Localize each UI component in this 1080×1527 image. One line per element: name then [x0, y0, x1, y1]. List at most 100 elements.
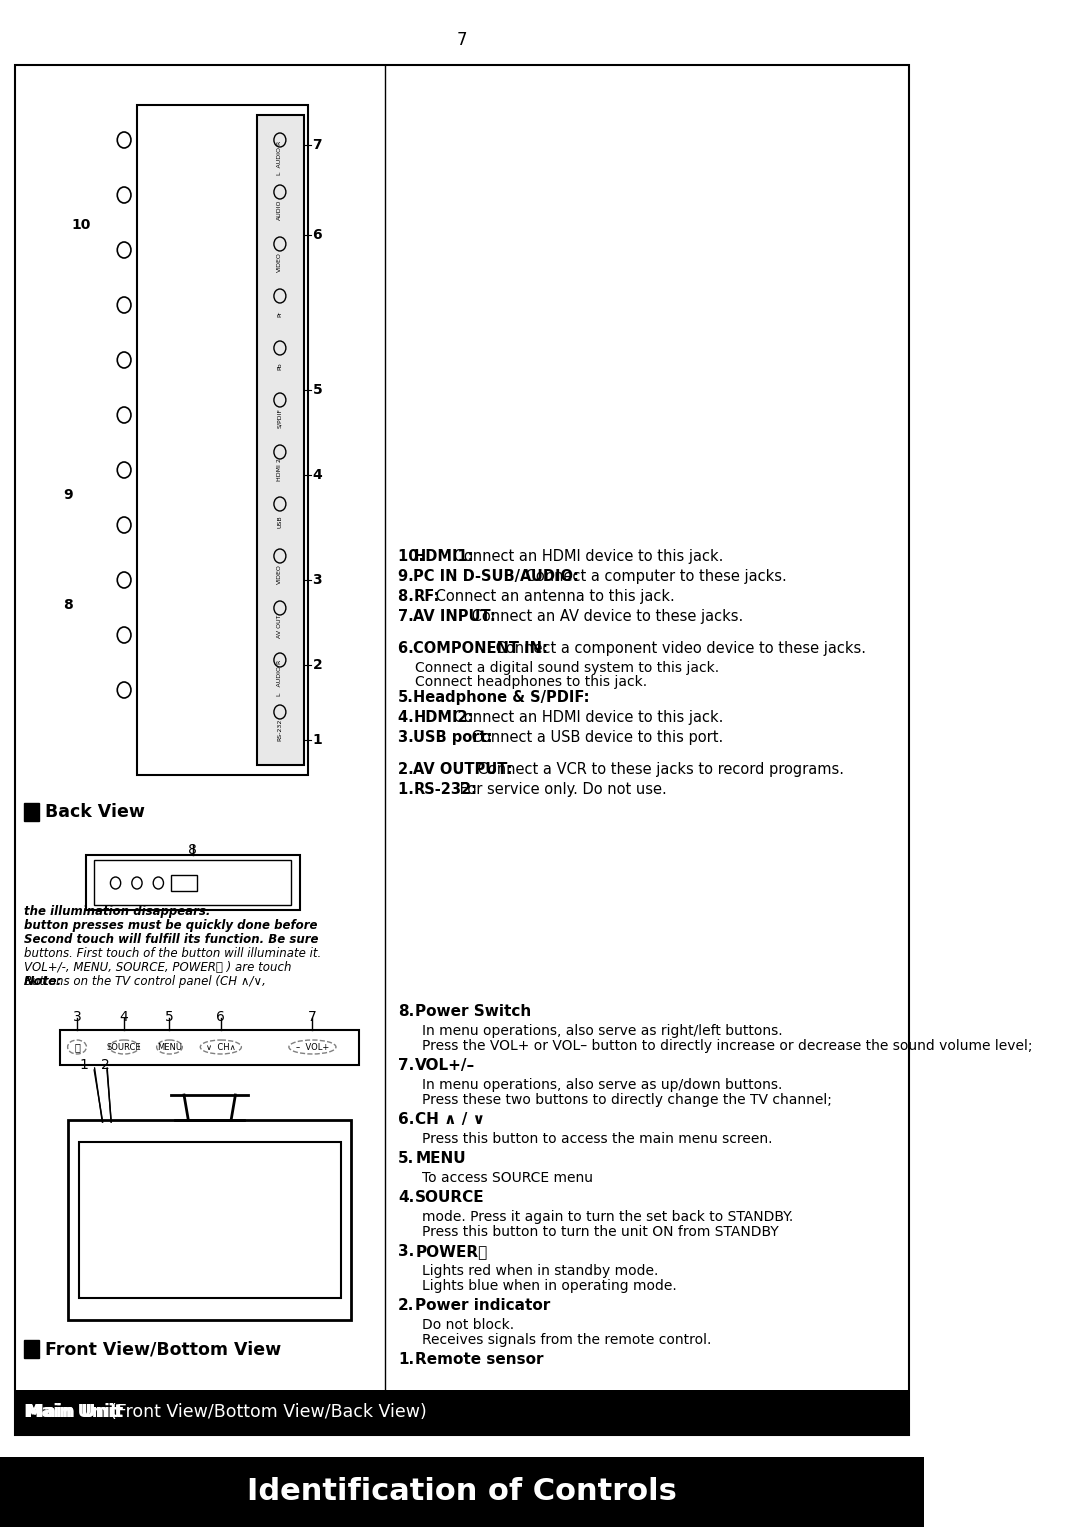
- FancyBboxPatch shape: [59, 1031, 360, 1064]
- Text: 4: 4: [312, 467, 322, 483]
- Text: 1.: 1.: [399, 782, 419, 797]
- FancyBboxPatch shape: [137, 105, 308, 776]
- Text: Press these two buttons to directly change the TV channel;: Press these two buttons to directly chan…: [422, 1093, 832, 1107]
- Text: Press this button to access the main menu screen.: Press this button to access the main men…: [422, 1132, 772, 1145]
- Text: 10: 10: [71, 218, 91, 232]
- Text: 2.: 2.: [399, 1298, 415, 1313]
- Text: buttons. First touch of the button will illuminate it.: buttons. First touch of the button will …: [24, 947, 321, 960]
- Text: 3.: 3.: [399, 1245, 415, 1258]
- Text: 4: 4: [120, 1009, 129, 1025]
- Text: VIDEO: VIDEO: [278, 563, 282, 583]
- Text: Lights blue when in operating mode.: Lights blue when in operating mode.: [422, 1280, 677, 1293]
- Text: Lights red when in standby mode.: Lights red when in standby mode.: [422, 1264, 659, 1278]
- Text: 5.: 5.: [399, 690, 414, 705]
- Text: button presses must be quickly done before: button presses must be quickly done befo…: [24, 919, 318, 931]
- Text: 4.: 4.: [399, 1190, 415, 1205]
- Text: VOL+/-, MENU, SOURCE, POWER⏻ ) are touch: VOL+/-, MENU, SOURCE, POWER⏻ ) are touch: [24, 960, 292, 974]
- Text: POWER⏻: POWER⏻: [415, 1245, 487, 1258]
- Text: RS-232:: RS-232:: [414, 782, 477, 797]
- FancyBboxPatch shape: [68, 1119, 351, 1319]
- Text: Receives signals from the remote control.: Receives signals from the remote control…: [422, 1333, 712, 1347]
- Text: 7: 7: [312, 137, 322, 153]
- Text: 2: 2: [312, 658, 322, 672]
- Text: PC IN D-SUB/AUDIO:: PC IN D-SUB/AUDIO:: [414, 570, 579, 583]
- Text: AUDIO: AUDIO: [278, 200, 282, 220]
- Text: 8.: 8.: [399, 1003, 415, 1019]
- Text: 5: 5: [312, 383, 322, 397]
- FancyBboxPatch shape: [15, 66, 909, 1435]
- Text: 8: 8: [188, 843, 197, 857]
- Text: 9: 9: [64, 489, 73, 502]
- Text: RS-232: RS-232: [278, 719, 282, 741]
- Text: S/PDIF: S/PDIF: [278, 408, 282, 428]
- Text: Buttons on the TV control panel (CH ∧/∨,: Buttons on the TV control panel (CH ∧/∨,: [24, 976, 266, 988]
- Text: Power Switch: Power Switch: [415, 1003, 531, 1019]
- Text: 1: 1: [312, 733, 322, 747]
- Bar: [24, 803, 39, 822]
- Text: Connect a digital sound system to this jack.: Connect a digital sound system to this j…: [415, 661, 719, 675]
- Text: AV INPUT:: AV INPUT:: [414, 609, 496, 625]
- Text: HDMI2:: HDMI2:: [414, 710, 474, 725]
- Text: Main Unit: Main Unit: [26, 1403, 129, 1422]
- Text: ⏻: ⏻: [75, 1041, 80, 1052]
- Text: 6.: 6.: [399, 641, 419, 657]
- Text: AV OUT: AV OUT: [278, 614, 282, 638]
- FancyBboxPatch shape: [79, 1142, 340, 1298]
- Text: MENU: MENU: [415, 1151, 465, 1167]
- Text: In menu operations, also serve as up/down buttons.: In menu operations, also serve as up/dow…: [422, 1078, 782, 1092]
- Text: 4.: 4.: [399, 710, 419, 725]
- FancyBboxPatch shape: [85, 855, 299, 910]
- Text: RF:: RF:: [414, 589, 440, 605]
- Text: 1: 1: [80, 1058, 89, 1072]
- Text: 8.: 8.: [399, 589, 419, 605]
- Text: Do not block.: Do not block.: [422, 1318, 514, 1332]
- Text: VIDEO: VIDEO: [278, 252, 282, 272]
- Text: 7.: 7.: [399, 1058, 415, 1073]
- Text: Press this button to turn the unit ON from STANDBY: Press this button to turn the unit ON fr…: [422, 1225, 779, 1238]
- Text: Identification of Controls: Identification of Controls: [247, 1478, 677, 1507]
- Text: Power indicator: Power indicator: [415, 1298, 551, 1313]
- Text: 2: 2: [100, 1058, 110, 1072]
- Text: Connect headphones to this jack.: Connect headphones to this jack.: [415, 675, 647, 689]
- Text: Main Unit: Main Unit: [24, 1403, 124, 1422]
- Text: 3.: 3.: [399, 730, 419, 745]
- Text: ∨  CH∧: ∨ CH∧: [206, 1043, 235, 1052]
- Text: 6: 6: [312, 228, 322, 241]
- Bar: [24, 1341, 39, 1358]
- Text: mode. Press it again to turn the set back to STANDBY.: mode. Press it again to turn the set bac…: [422, 1209, 793, 1225]
- Text: Pb: Pb: [278, 362, 282, 370]
- Text: (Front View/Bottom View/Back View): (Front View/Bottom View/Back View): [109, 1403, 427, 1422]
- Text: Connect a component video device to these jacks.: Connect a component video device to thes…: [491, 641, 866, 657]
- Text: HDMI1:: HDMI1:: [414, 550, 474, 563]
- Text: Connect an HDMI device to this jack.: Connect an HDMI device to this jack.: [449, 550, 724, 563]
- Text: Remote sensor: Remote sensor: [415, 1351, 543, 1367]
- Text: Front View/Bottom View: Front View/Bottom View: [44, 1341, 281, 1358]
- Text: Press the VOL+ or VOL– button to directly increase or decrease the sound volume : Press the VOL+ or VOL– button to directl…: [422, 1038, 1032, 1054]
- Text: CH ∧ / ∨: CH ∧ / ∨: [415, 1112, 485, 1127]
- Text: For service only. Do not use.: For service only. Do not use.: [456, 782, 667, 797]
- Text: Connect an HDMI device to this jack.: Connect an HDMI device to this jack.: [449, 710, 724, 725]
- Text: In menu operations, also serve as right/left buttons.: In menu operations, also serve as right/…: [422, 1025, 783, 1038]
- Text: 3: 3: [72, 1009, 81, 1025]
- Text: L   AUDIO R: L AUDIO R: [278, 660, 282, 696]
- Text: Second touch will fulfill its function. Be sure: Second touch will fulfill its function. …: [24, 933, 319, 947]
- Text: Connect an AV device to these jacks.: Connect an AV device to these jacks.: [468, 609, 744, 625]
- Text: 7: 7: [457, 31, 468, 49]
- Text: 5.: 5.: [399, 1151, 415, 1167]
- FancyBboxPatch shape: [257, 115, 303, 765]
- Text: Connect a computer to these jacks.: Connect a computer to these jacks.: [522, 570, 787, 583]
- Text: 6.: 6.: [399, 1112, 415, 1127]
- Text: Pr: Pr: [278, 312, 282, 318]
- Text: USB port:: USB port:: [414, 730, 492, 745]
- Text: 7.: 7.: [399, 609, 419, 625]
- Text: To access SOURCE menu: To access SOURCE menu: [422, 1171, 593, 1185]
- Text: 7: 7: [308, 1009, 316, 1025]
- Text: 2.: 2.: [399, 762, 419, 777]
- Text: SOURCE: SOURCE: [107, 1043, 141, 1052]
- Text: 8: 8: [64, 599, 73, 612]
- Text: AV OUTPUT:: AV OUTPUT:: [414, 762, 513, 777]
- Text: 9.: 9.: [399, 570, 419, 583]
- Text: 6: 6: [216, 1009, 226, 1025]
- Text: Back View: Back View: [44, 803, 145, 822]
- Text: VOL+/–: VOL+/–: [415, 1058, 475, 1073]
